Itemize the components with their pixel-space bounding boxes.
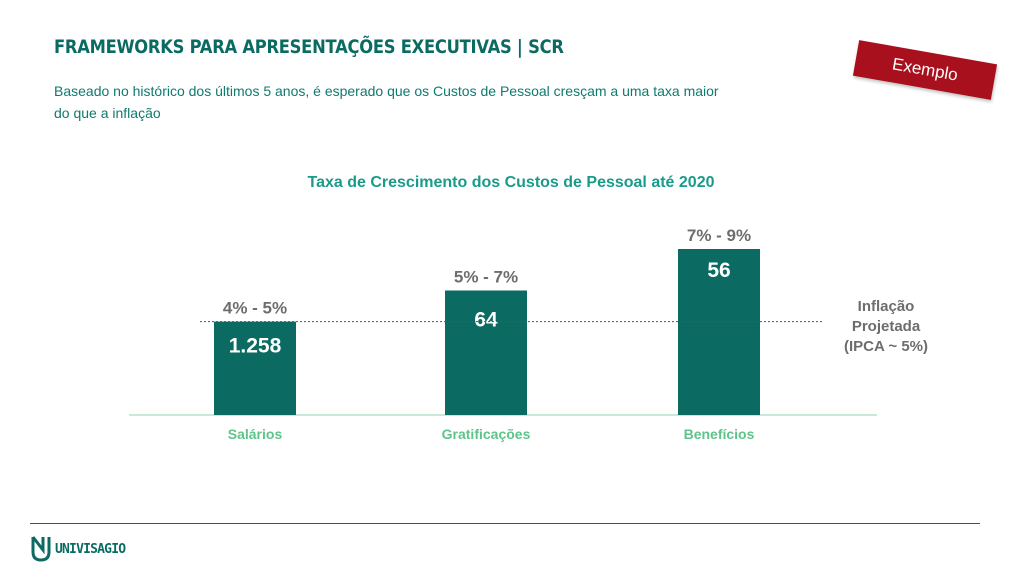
category-label: Gratificações: [442, 426, 531, 442]
bar-range-label: 5% - 7%: [454, 268, 518, 287]
bar-2: [445, 290, 527, 415]
bar-range-label: 7% - 9%: [687, 226, 751, 245]
growth-chart: Taxa de Crescimento dos Custos de Pessoa…: [129, 174, 928, 442]
footer-divider: [30, 523, 980, 524]
inflation-label: Inflação Projetada (IPCA ~ 5%): [844, 298, 928, 355]
bar-value-label: 64: [474, 309, 498, 332]
logo-text: UNIVISAGIO: [55, 541, 126, 557]
chart-title: Taxa de Crescimento dos Custos de Pessoa…: [308, 174, 715, 191]
category-label: Salários: [228, 426, 283, 442]
inflation-label-line: Inflação: [858, 298, 915, 315]
page-subtitle: Baseado no histórico dos últimos 5 anos,…: [54, 83, 719, 121]
bar-range-label: 4% - 5%: [223, 299, 287, 318]
page-title: FRAMEWORKS PARA APRESENTAÇÕES EXECUTIVAS…: [54, 36, 564, 58]
bar-3: [678, 249, 760, 415]
category-label: Benefícios: [684, 426, 755, 442]
bar-1: [214, 321, 296, 415]
inflation-label-line: (IPCA ~ 5%): [844, 338, 928, 355]
bars-group: 4% - 5% 1.258 Salários 5% - 7% 64 Gratificaçõ…: [214, 226, 760, 442]
bar-value-label: 56: [707, 259, 730, 282]
inflation-label-line: Projetada: [852, 318, 921, 335]
univisagio-logo: UNIVISAGIO: [30, 534, 126, 564]
bar-value-label: 1.258: [229, 335, 282, 358]
logo-mark-icon: [31, 536, 51, 562]
